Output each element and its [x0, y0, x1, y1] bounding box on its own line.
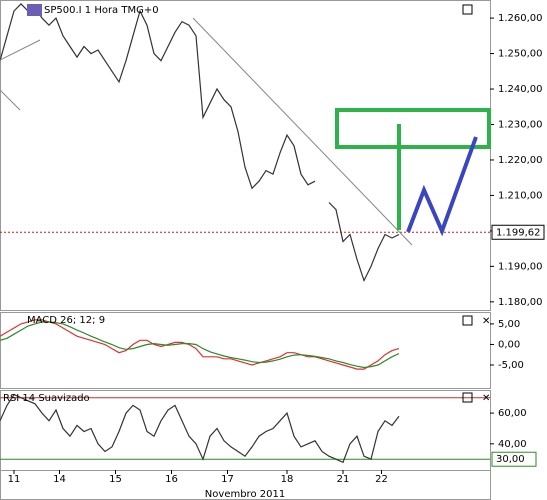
- last-price-label: 1.199,62: [496, 227, 541, 238]
- y-tick-label: 1.180,00: [498, 297, 543, 308]
- series-line: [0, 319, 400, 370]
- target-box: [335, 108, 491, 149]
- level-label: 30,00: [496, 454, 525, 465]
- x-tick-label: 11: [8, 474, 21, 485]
- plots: 1.180,001.190,001.200,001.210,001.220,00…: [0, 3, 545, 485]
- panel-title: MACD 26; 12; 9: [27, 315, 105, 326]
- window-button[interactable]: [462, 315, 473, 326]
- y-tick-label: 0,00: [498, 339, 520, 350]
- close-button[interactable]: ✕: [482, 316, 490, 327]
- trend-line: [0, 89, 21, 111]
- panel-title: RSI 14 Suavizado: [3, 393, 90, 404]
- projection: [406, 136, 478, 237]
- close-button[interactable]: ✕: [482, 393, 490, 404]
- window-button[interactable]: [462, 4, 473, 15]
- y-tick-label: 5,00: [498, 319, 520, 330]
- x-tick-label: 21: [337, 474, 350, 485]
- y-tick-label: 1.210,00: [498, 190, 543, 201]
- price-panel: [0, 0, 491, 311]
- y-tick-label: 1.240,00: [498, 84, 543, 95]
- x-tick-label: 17: [221, 474, 234, 485]
- last-price-box: [491, 224, 545, 240]
- window-button[interactable]: [462, 392, 473, 403]
- x-tick-label: 16: [165, 474, 178, 485]
- y-tick-label: 1.220,00: [498, 155, 543, 166]
- series-line: [0, 3, 400, 283]
- y-tick-label: 1.260,00: [498, 13, 543, 24]
- y-tick-label: 1.250,00: [498, 49, 543, 60]
- x-axis-title: Novembro 2011: [205, 489, 285, 500]
- panel-title: SP500.I 1 Hora TMG+0: [44, 5, 159, 16]
- y-tick-label: 40,00: [498, 439, 527, 450]
- series-line: [0, 321, 400, 369]
- x-tick-label: 18: [281, 474, 294, 485]
- series-line: [0, 393, 400, 464]
- y-tick-label: 60,00: [498, 408, 527, 419]
- y-tick-label: -5,00: [498, 360, 524, 371]
- y-tick-label: 1.190,00: [498, 261, 543, 272]
- x-tick-label: 14: [53, 474, 66, 485]
- trend-line: [192, 17, 413, 246]
- x-tick-label: 22: [375, 474, 388, 485]
- x-tick-label: 15: [109, 474, 122, 485]
- macd-panel: [0, 312, 491, 389]
- y-tick-label: 1.230,00: [498, 119, 543, 130]
- trend-line: [0, 39, 41, 61]
- instrument-icon: [27, 4, 42, 16]
- level-label-box: [491, 451, 537, 467]
